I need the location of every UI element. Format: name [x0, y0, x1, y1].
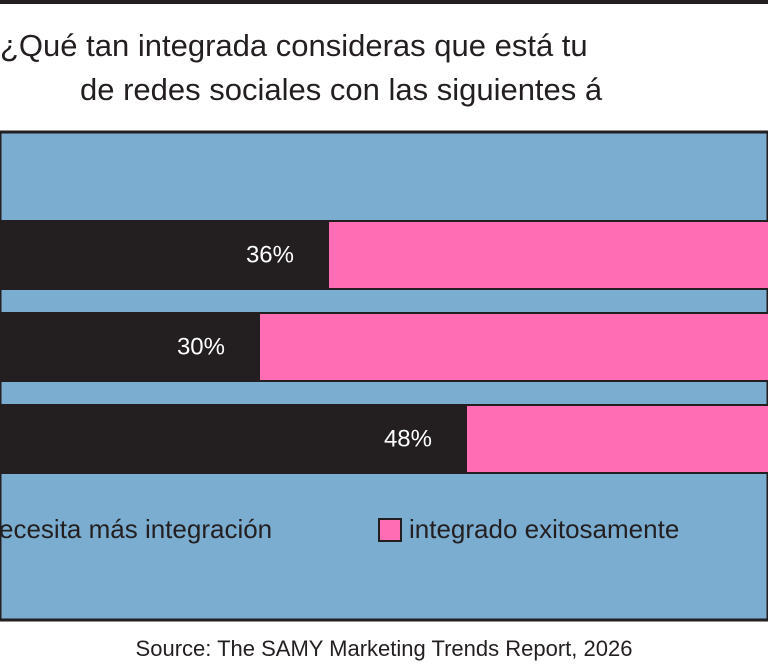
legend-swatch	[378, 518, 402, 542]
chart-title: ¿Qué tan integrada consideras que está t…	[0, 28, 588, 63]
legend-label: integrado exitosamente	[409, 514, 679, 544]
bar-segment	[0, 404, 467, 474]
bar-segment	[327, 220, 768, 290]
value-label: 30%	[177, 333, 225, 360]
bar-segment	[258, 312, 768, 382]
value-label: 36%	[246, 241, 294, 268]
chart-title: de redes sociales con las siguientes á	[80, 72, 603, 107]
value-label: 48%	[384, 425, 432, 452]
top-rule	[0, 0, 768, 4]
bar-segment	[0, 220, 329, 290]
source: Source: The SAMY Marketing Trends Report…	[136, 636, 633, 661]
bar-segment	[465, 404, 768, 474]
legend-label: ecesita más integración	[0, 514, 272, 544]
